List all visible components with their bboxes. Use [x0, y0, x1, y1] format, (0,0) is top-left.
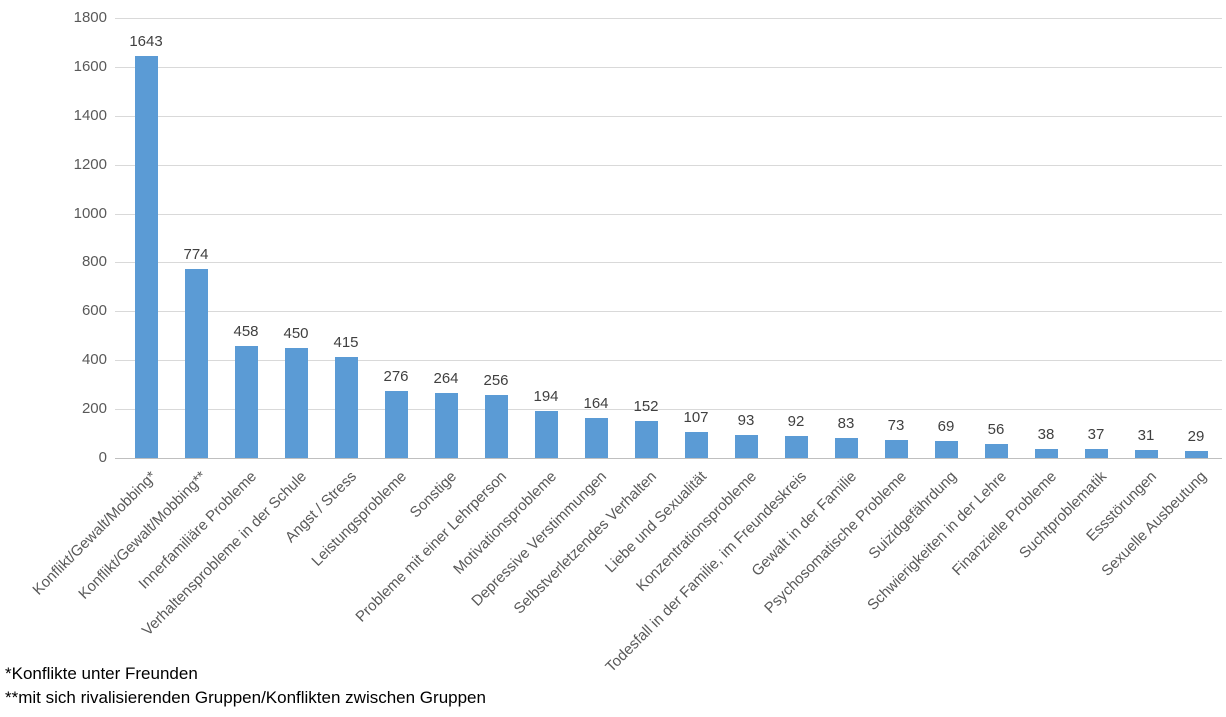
bar	[384, 391, 408, 458]
bar	[1134, 450, 1158, 458]
bar-value-label: 38	[1037, 426, 1055, 443]
bar	[534, 411, 558, 458]
gridline	[115, 115, 1222, 117]
gridline	[115, 360, 1222, 362]
x-tick-label: Selbstverletzendes Verhalten	[510, 468, 661, 618]
bar	[734, 435, 758, 458]
x-tick-label: Konzentrationsprobleme	[633, 468, 761, 596]
bar-value-label: 152	[633, 398, 659, 415]
bar-value-label: 31	[1137, 427, 1155, 444]
y-tick-label: 1800	[73, 9, 107, 26]
y-tick-label: 600	[81, 302, 107, 320]
gridline	[115, 18, 1222, 19]
bar-value-label: 69	[937, 418, 955, 435]
bar	[484, 395, 508, 458]
bar	[834, 438, 858, 458]
bar	[784, 436, 808, 458]
bar-value-label: 450	[283, 325, 309, 342]
y-tick-label: 800	[81, 253, 107, 271]
bar	[584, 418, 608, 458]
x-tick-label: Essstörungen	[1083, 468, 1161, 545]
bar-value-label: 458	[233, 323, 259, 340]
x-tick-label: Liebe und Sexualität	[601, 468, 711, 577]
x-tick-label: Gewalt in der Familie	[748, 468, 861, 580]
bar-value-label: 29	[1187, 428, 1205, 445]
x-axis-line	[115, 458, 1222, 459]
bar-value-label: 37	[1087, 426, 1105, 443]
gridline	[115, 66, 1222, 68]
bar	[334, 357, 358, 458]
bar	[284, 348, 308, 458]
bar-value-label: 56	[987, 421, 1005, 438]
bar	[134, 56, 158, 458]
footnote-double-asterisk: **mit sich rivalisierenden Gruppen/Konfl…	[5, 688, 486, 707]
x-tick-label: Suchtproblematik	[1016, 468, 1111, 562]
gridline	[115, 213, 1222, 215]
bar	[884, 440, 908, 458]
x-tick-label: Sexuelle Ausbeutung	[1098, 468, 1211, 580]
gridline	[115, 262, 1222, 264]
x-tick-label: Schwierigkeiten in der Lehre	[864, 468, 1011, 614]
bar-value-label: 194	[533, 388, 559, 405]
bar	[234, 346, 258, 458]
bar-value-label: 164	[583, 395, 609, 412]
bar	[684, 432, 708, 458]
bar	[634, 421, 658, 458]
bar-value-label: 256	[483, 372, 509, 389]
bar-value-label: 93	[737, 412, 755, 429]
bar	[434, 393, 458, 458]
bar-value-label: 276	[383, 368, 409, 385]
bar-value-label: 107	[683, 409, 709, 426]
gridline	[115, 311, 1222, 313]
y-tick-label: 400	[81, 351, 107, 369]
x-tick-label: Depressive Verstimmungen	[468, 468, 611, 610]
bar-value-label: 83	[837, 415, 855, 432]
x-tick-label: Suizidgefährdung	[865, 468, 961, 563]
bar-value-label: 1643	[129, 33, 163, 50]
x-tick-label: Psychosomatische Probleme	[761, 468, 911, 617]
y-tick-label: 1200	[73, 155, 107, 173]
y-tick-label: 0	[98, 449, 107, 466]
bar	[1034, 449, 1058, 458]
bar	[184, 269, 208, 458]
x-tick-label: Finanzielle Probleme	[948, 468, 1061, 580]
bar-value-label: 415	[333, 334, 359, 351]
gridline	[115, 164, 1222, 166]
bar	[1184, 451, 1208, 458]
bar-value-label: 92	[787, 413, 805, 430]
chart-footnotes: *Konflikte unter Freunden **mit sich riv…	[5, 662, 486, 710]
gridline	[115, 409, 1222, 411]
x-tick-label: Todesfall in der Familie, im Freundeskre…	[602, 468, 811, 676]
bar-value-label: 264	[433, 370, 459, 387]
y-tick-label: 1400	[73, 106, 107, 124]
bar-value-label: 774	[183, 246, 209, 263]
bar	[984, 444, 1008, 458]
bar	[934, 441, 958, 458]
bar	[1084, 449, 1108, 458]
bar-value-label: 73	[887, 417, 905, 434]
y-tick-label: 1600	[73, 57, 107, 75]
y-tick-label: 200	[81, 400, 107, 418]
y-tick-label: 1000	[73, 204, 107, 222]
footnote-asterisk: *Konflikte unter Freunden	[5, 664, 198, 683]
